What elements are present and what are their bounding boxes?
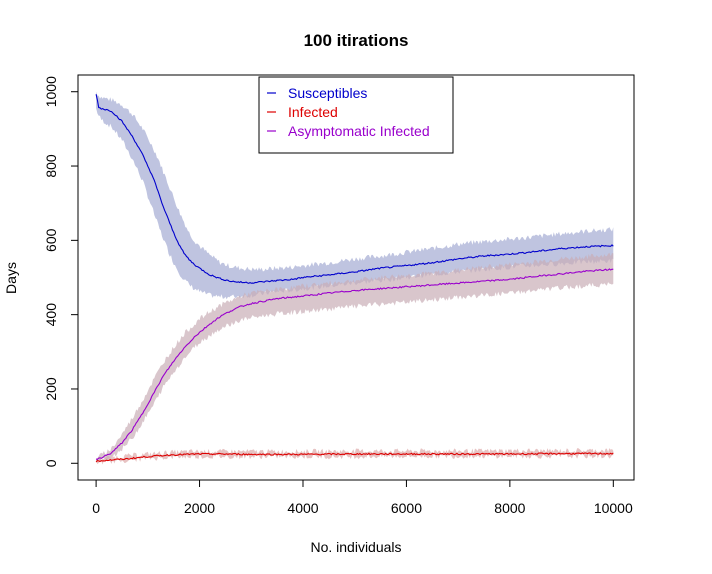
susceptibles-band [96,91,614,300]
confidence-bands [96,91,614,465]
y-tick-label: 0 [43,459,59,467]
x-tick-label: 4000 [287,500,318,516]
infected-band [96,448,614,465]
x-tick-label: 2000 [184,500,215,516]
y-tick-label: 400 [43,303,59,327]
y-tick-label: 600 [43,228,59,252]
series-lines [95,94,614,463]
x-tick-label: 8000 [494,500,525,516]
legend-label-susceptibles: Susceptibles [288,85,367,101]
legend: Susceptibles Infected Asymptomatic Infecte… [258,76,454,154]
asymptomatic-infected-band [96,252,614,462]
legend-label-infected: Infected [288,104,338,120]
x-axis-label: No. individuals [310,539,401,555]
chart-title: 100 itirations [304,31,409,50]
asymptomatic-infected-line [95,268,614,461]
y-axis: 0 200 400 600 800 1000 [43,76,79,467]
y-tick-label: 200 [43,377,59,401]
susceptibles-line [95,94,614,284]
legend-box [258,76,454,154]
x-tick-label: 0 [92,500,100,516]
y-tick-label: 800 [43,154,59,178]
x-tick-label: 6000 [391,500,422,516]
x-axis: 0 2000 4000 6000 8000 10000 [92,479,633,516]
y-axis-label: Days [3,262,19,294]
legend-label-asymptomatic-infected: Asymptomatic Infected [288,123,430,139]
y-tick-label: 1000 [43,76,59,107]
infected-line [95,452,614,463]
x-tick-label: 10000 [594,500,633,516]
